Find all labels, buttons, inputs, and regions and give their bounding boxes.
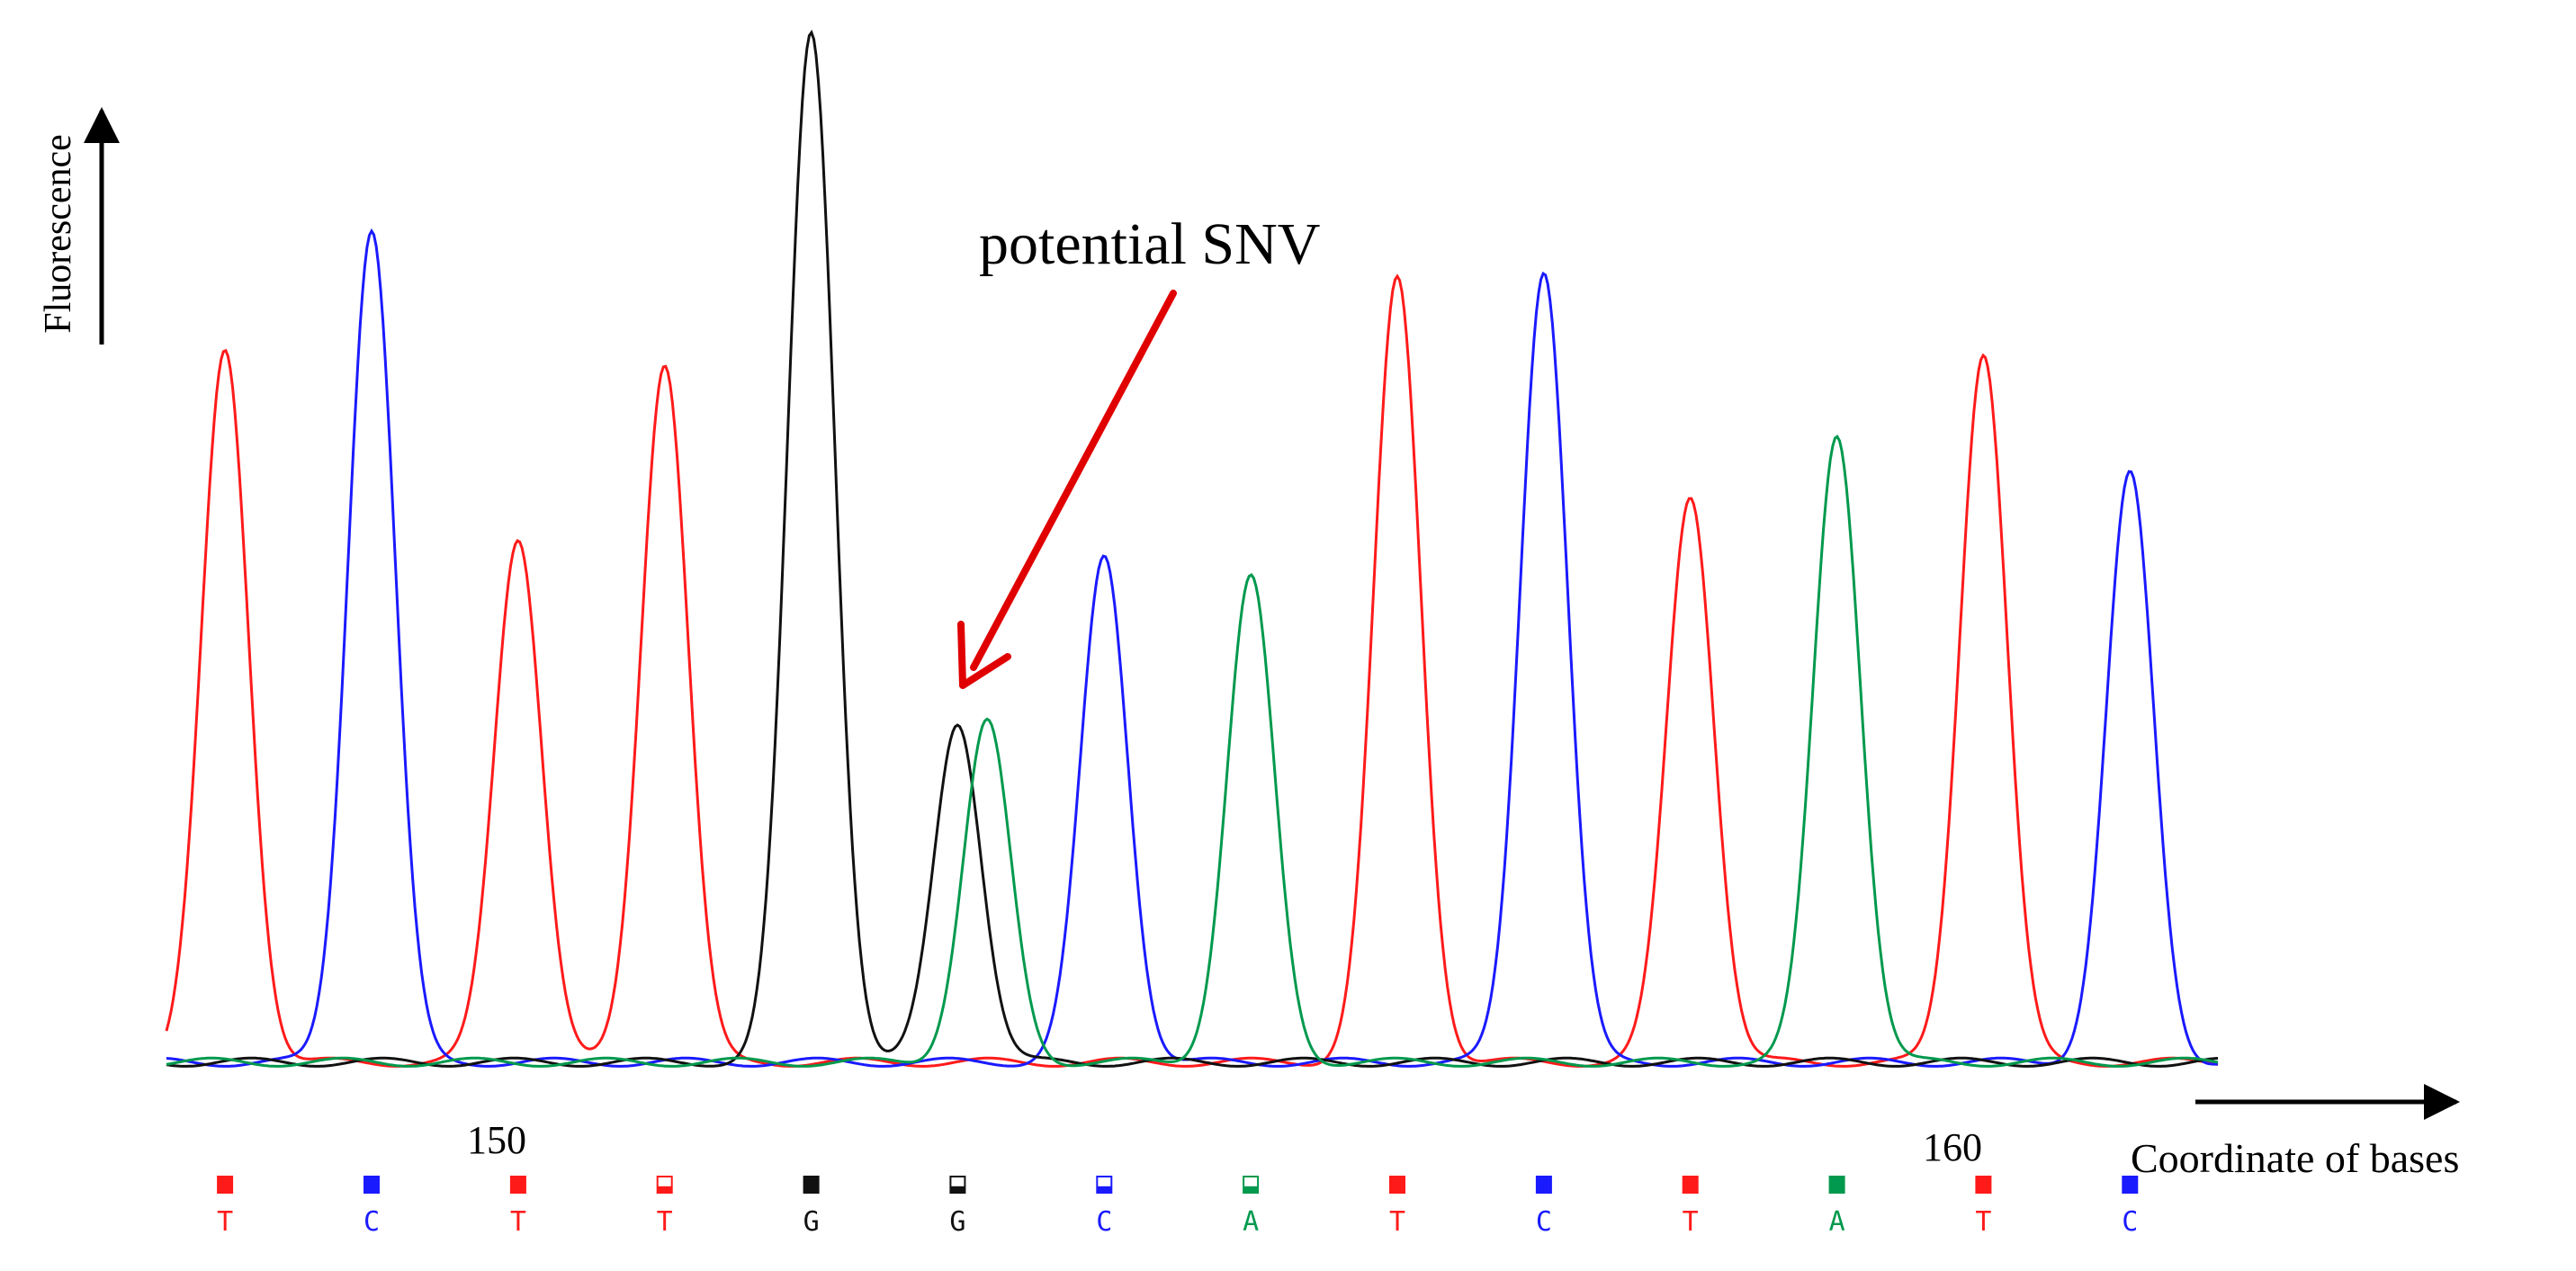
trace-c (166, 228, 2219, 1068)
snv-arrowhead (957, 621, 1011, 689)
quality-bar-13 (2123, 1177, 2138, 1193)
base-call-5: G (949, 1206, 965, 1238)
base-call-1: C (364, 1206, 380, 1238)
x-axis-label: Coordinate of bases (2131, 1135, 2459, 1181)
trace-a (166, 434, 2219, 1068)
base-call-6: C (1096, 1206, 1112, 1238)
trace-g (166, 30, 2219, 1068)
quality-bar-0 (218, 1177, 233, 1193)
position-label-150: 150 (467, 1118, 526, 1162)
base-call-12: T (1975, 1206, 1991, 1238)
quality-bar-10 (1683, 1177, 1698, 1193)
base-call-4: G (803, 1206, 820, 1238)
snv-annotation: potential SNV (957, 211, 1320, 689)
trace-group (165, 30, 2219, 1068)
base-call-13: C (2122, 1206, 2138, 1238)
base-call-2: T (510, 1206, 526, 1238)
trace-t (165, 273, 2219, 1068)
base-call-11: A (1829, 1206, 1845, 1238)
quality-bar-11 (1829, 1177, 1844, 1193)
snv-arrow-shaft (970, 290, 1177, 671)
base-call-3: T (657, 1206, 673, 1238)
quality-bar-2 (510, 1177, 525, 1193)
quality-bar-5 (950, 1186, 965, 1193)
position-label-160: 160 (1923, 1125, 1982, 1169)
snv-annotation-label: potential SNV (979, 211, 1320, 277)
quality-bar-4 (803, 1177, 819, 1193)
base-call-10: T (1683, 1206, 1699, 1238)
base-call-0: T (217, 1206, 233, 1238)
base-call-7: A (1243, 1206, 1259, 1238)
base-call-9: C (1536, 1206, 1552, 1238)
quality-bar-6 (1097, 1186, 1112, 1193)
quality-bar-8 (1390, 1177, 1405, 1193)
quality-bar-9 (1536, 1177, 1551, 1193)
quality-bar-3 (657, 1186, 672, 1193)
base-call-8: T (1389, 1206, 1405, 1238)
y-axis-label: Fluorescence (38, 134, 79, 334)
quality-bar-12 (1976, 1177, 1991, 1193)
quality-bar-7 (1243, 1186, 1259, 1193)
quality-bar-1 (364, 1177, 379, 1193)
